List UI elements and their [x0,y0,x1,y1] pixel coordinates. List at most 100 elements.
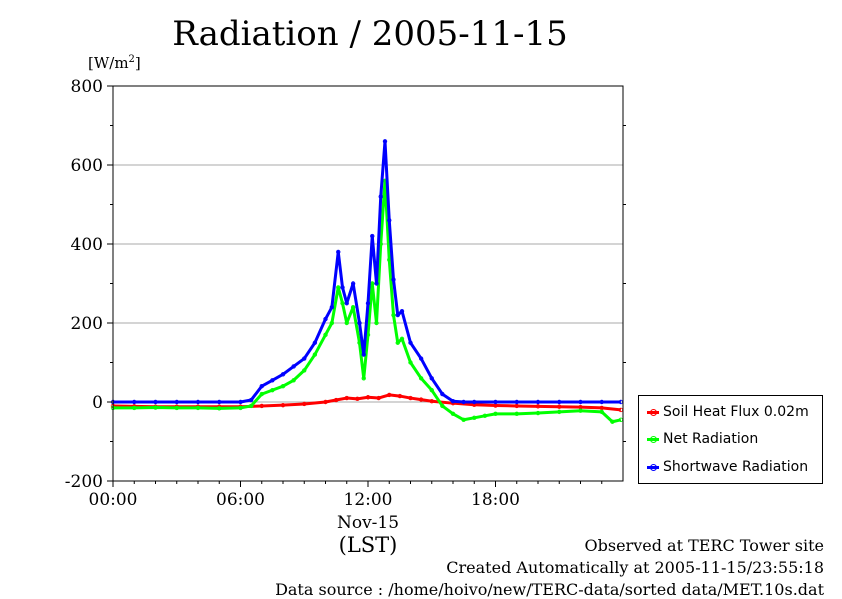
data-point [312,352,318,357]
data-point [302,356,307,361]
data-point [174,399,179,405]
data-point [302,401,307,407]
data-point [153,405,158,410]
data-point [387,392,392,398]
legend-item-net-radiation: Net Radiation [647,429,758,449]
data-point [429,399,434,404]
series-line-1 [113,179,622,424]
footer-source: Data source : /home/hoivo/new/TERC-data/… [275,580,824,599]
y-tick-labels: -200 0 200 400 600 800 [65,77,103,492]
data-point [365,301,371,306]
data-point [493,411,498,417]
data-point [217,399,222,405]
data-point [610,419,615,424]
data-point [557,404,562,409]
date-label: Nov-15 [337,513,399,533]
x-tick-label: 12:00 [344,490,393,510]
data-point [153,399,158,405]
x-tick-labels: 00:00 06:00 12:00 18:00 [89,490,521,510]
series-line-2 [113,139,621,404]
data-point [440,391,445,397]
x-tick-label: 06:00 [216,490,265,510]
data-point [450,411,456,417]
data-point [408,360,413,365]
data-point [357,320,362,326]
y-tick-label: 600 [71,156,103,176]
data-point [557,409,562,415]
data-point [280,384,286,389]
data-point [291,378,296,383]
data-point [323,332,328,338]
legend-swatch [647,463,659,471]
data-point [599,409,604,415]
data-point [259,384,264,389]
chart-title: Radiation / 2005-11-15 [172,14,568,54]
data-point [482,413,488,419]
data-point [397,393,403,399]
data-point [195,405,201,411]
y-axis-unit: [W/m2] [88,54,141,72]
data-point [599,399,604,405]
data-point [365,395,371,400]
data-point [336,285,341,290]
y-tick-label: -200 [65,472,103,492]
data-point [217,406,222,411]
legend-item-soil-heat-flux: Soil Heat Flux 0.02m [647,402,809,422]
data-point [291,364,296,369]
data-point [461,399,466,405]
data-point [302,368,307,373]
data-point [132,405,137,411]
data-point [329,305,335,310]
footer-observed: Observed at TERC Tower site [584,536,825,555]
legend-swatch [647,408,659,416]
series-line-0 [112,393,622,412]
data-point [355,396,360,402]
data-point [270,378,275,383]
legend-swatch [647,435,659,443]
y-tick-label: 400 [71,235,103,255]
data-point [132,399,137,405]
data-point [270,387,275,393]
legend-item-shortwave-radiation: Shortwave Radiation [647,457,808,477]
data-point [418,397,424,402]
data-point [395,312,400,318]
data-point [578,399,583,405]
y-tick-label: 0 [92,393,103,413]
data-point [378,194,383,199]
data-point [259,391,264,397]
x-tick-label: 18:00 [471,490,520,510]
data-point [408,395,413,401]
data-point [429,387,434,393]
data-point [238,399,243,405]
data-point [376,395,381,401]
data-point [382,139,388,144]
data-point [535,410,541,416]
data-point [535,399,541,405]
data-point [174,405,179,411]
data-point [399,308,405,314]
data-point [493,399,498,405]
data-point [374,281,379,286]
axis-ticks [107,85,626,487]
data-point [472,415,477,420]
data-point [450,399,456,404]
data-point [344,395,349,401]
y-tick-label: 200 [71,314,103,334]
data-point [329,320,335,326]
data-point [374,320,379,326]
data-point [472,399,477,405]
data-point [391,312,396,318]
data-point [350,281,356,286]
data-point [248,397,254,403]
x-axis-label: (LST) [339,533,398,557]
data-point [391,277,396,282]
data-point [195,399,201,405]
data-point [350,305,356,310]
data-point [248,403,254,409]
data-point [259,403,264,409]
data-point [514,411,519,417]
data-point [238,405,243,411]
data-point [323,399,328,405]
data-point [395,340,400,345]
